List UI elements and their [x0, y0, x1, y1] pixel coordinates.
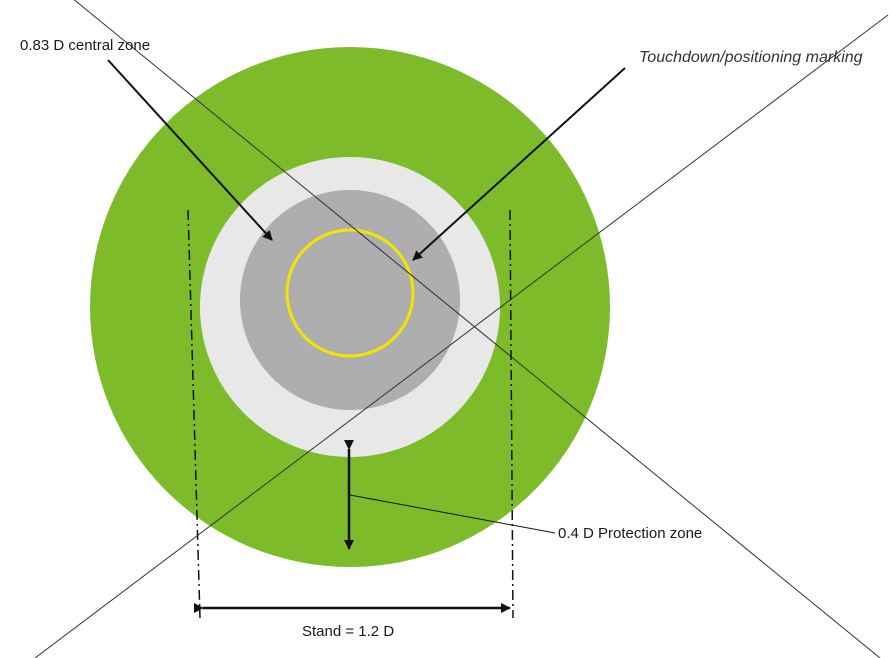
stand-label: Stand = 1.2 D [302, 623, 395, 640]
touchdown-marking-label: Touchdown/positioning marking [639, 49, 863, 66]
stand-left-boundary-line [187, 209, 201, 619]
protection-zone-leader-line [349, 494, 556, 534]
protection-zone-label: 0.4 D Protection zone [558, 525, 703, 542]
central-zone-leader-arrow [107, 59, 273, 241]
touchdown-marking-circle [285, 228, 415, 358]
central-zone-label: 0.83 D central zone [20, 37, 151, 54]
central-zone-grey-circle [240, 190, 460, 410]
touchdown-leader-arrow [412, 67, 626, 261]
diagonal-line-b [34, 14, 889, 658]
diagonal-line-a [73, 0, 881, 658]
stand-right-boundary-line [509, 209, 514, 619]
